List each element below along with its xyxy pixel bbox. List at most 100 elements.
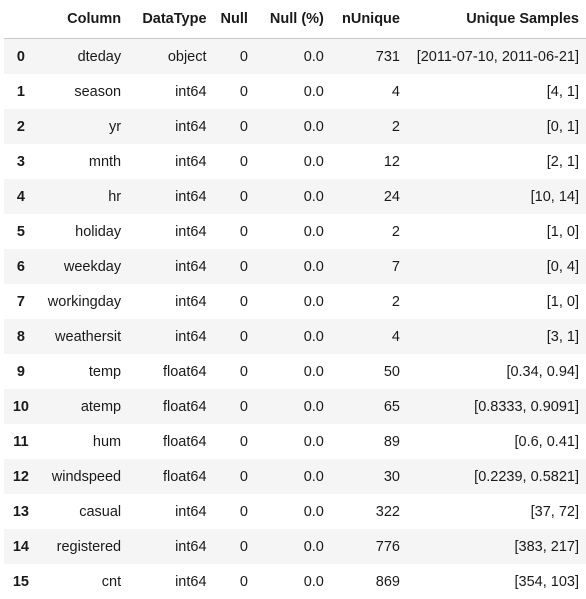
row-index: 8 [4, 319, 39, 354]
cell-column: season [39, 74, 128, 109]
cell-column: yr [39, 109, 128, 144]
cell-nunique: 7 [331, 249, 407, 284]
cell-null: 0 [214, 494, 255, 529]
cell-column: dteday [39, 39, 128, 75]
cell-null: 0 [214, 459, 255, 494]
cell-column: cnt [39, 564, 128, 599]
cell-nunique: 2 [331, 214, 407, 249]
cell-datatype: int64 [128, 214, 213, 249]
header-unique-samples: Unique Samples [407, 0, 586, 39]
cell-column: hum [39, 424, 128, 459]
cell-unique-samples: [1, 0] [407, 214, 586, 249]
cell-null-pct: 0.0 [255, 459, 331, 494]
cell-datatype: float64 [128, 424, 213, 459]
header-index [4, 0, 39, 39]
cell-datatype: int64 [128, 494, 213, 529]
cell-unique-samples: [0.6, 0.41] [407, 424, 586, 459]
cell-null: 0 [214, 214, 255, 249]
cell-unique-samples: [2, 1] [407, 144, 586, 179]
cell-null-pct: 0.0 [255, 424, 331, 459]
cell-column: weathersit [39, 319, 128, 354]
cell-null-pct: 0.0 [255, 249, 331, 284]
cell-column: registered [39, 529, 128, 564]
row-index: 13 [4, 494, 39, 529]
cell-datatype: object [128, 39, 213, 75]
cell-datatype: int64 [128, 564, 213, 599]
cell-unique-samples: [3, 1] [407, 319, 586, 354]
cell-unique-samples: [354, 103] [407, 564, 586, 599]
cell-datatype: int64 [128, 144, 213, 179]
cell-null-pct: 0.0 [255, 564, 331, 599]
cell-datatype: float64 [128, 389, 213, 424]
cell-null-pct: 0.0 [255, 144, 331, 179]
cell-null: 0 [214, 319, 255, 354]
header-column: Column [39, 0, 128, 39]
cell-nunique: 30 [331, 459, 407, 494]
cell-column: mnth [39, 144, 128, 179]
cell-unique-samples: [0.2239, 0.5821] [407, 459, 586, 494]
cell-null-pct: 0.0 [255, 389, 331, 424]
cell-null: 0 [214, 529, 255, 564]
cell-column: hr [39, 179, 128, 214]
cell-null-pct: 0.0 [255, 39, 331, 75]
cell-nunique: 24 [331, 179, 407, 214]
cell-unique-samples: [0.8333, 0.9091] [407, 389, 586, 424]
row-index: 11 [4, 424, 39, 459]
cell-null-pct: 0.0 [255, 109, 331, 144]
cell-unique-samples: [0, 4] [407, 249, 586, 284]
cell-null: 0 [214, 249, 255, 284]
cell-unique-samples: [2011-07-10, 2011-06-21] [407, 39, 586, 75]
cell-column: casual [39, 494, 128, 529]
table-header: Column DataType Null Null (%) nUnique Un… [4, 0, 586, 39]
cell-nunique: 2 [331, 109, 407, 144]
cell-datatype: int64 [128, 179, 213, 214]
cell-column: atemp [39, 389, 128, 424]
cell-datatype: int64 [128, 74, 213, 109]
cell-unique-samples: [37, 72] [407, 494, 586, 529]
cell-datatype: int64 [128, 109, 213, 144]
header-row: Column DataType Null Null (%) nUnique Un… [4, 0, 586, 39]
cell-null-pct: 0.0 [255, 529, 331, 564]
cell-null: 0 [214, 284, 255, 319]
row-index: 1 [4, 74, 39, 109]
cell-nunique: 89 [331, 424, 407, 459]
row-index: 9 [4, 354, 39, 389]
cell-null-pct: 0.0 [255, 319, 331, 354]
cell-null-pct: 0.0 [255, 494, 331, 529]
cell-datatype: int64 [128, 319, 213, 354]
cell-null: 0 [214, 74, 255, 109]
header-null-pct: Null (%) [255, 0, 331, 39]
cell-nunique: 50 [331, 354, 407, 389]
cell-null-pct: 0.0 [255, 74, 331, 109]
cell-null-pct: 0.0 [255, 214, 331, 249]
dataframe-table: Column DataType Null Null (%) nUnique Un… [4, 0, 586, 599]
row-index: 5 [4, 214, 39, 249]
cell-unique-samples: [4, 1] [407, 74, 586, 109]
header-nunique: nUnique [331, 0, 407, 39]
cell-datatype: float64 [128, 354, 213, 389]
cell-column: windspeed [39, 459, 128, 494]
cell-unique-samples: [383, 217] [407, 529, 586, 564]
row-index: 7 [4, 284, 39, 319]
cell-nunique: 4 [331, 74, 407, 109]
row-index: 15 [4, 564, 39, 599]
cell-datatype: float64 [128, 459, 213, 494]
cell-nunique: 776 [331, 529, 407, 564]
cell-column: workingday [39, 284, 128, 319]
cell-column: holiday [39, 214, 128, 249]
cell-datatype: int64 [128, 284, 213, 319]
